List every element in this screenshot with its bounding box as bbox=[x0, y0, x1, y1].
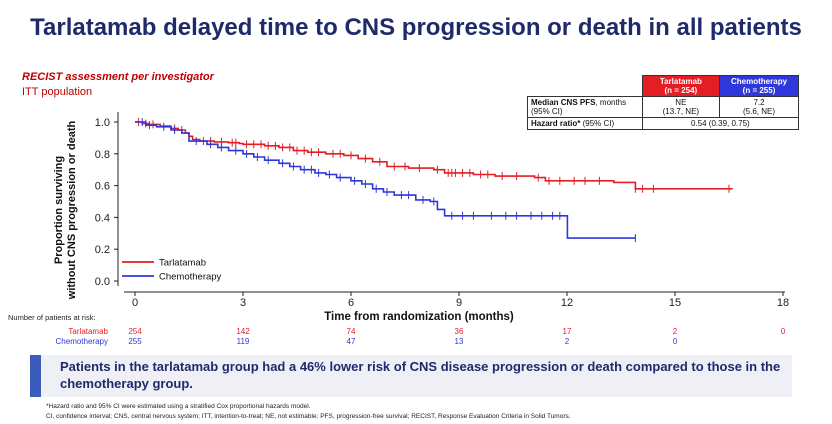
tarlatamab-legend-label: Tarlatamab bbox=[159, 258, 206, 269]
hazard-ratio-sublabel: (95% CI) bbox=[580, 119, 615, 128]
x-tick-label: 12 bbox=[561, 297, 573, 309]
risk-count-tarlatamab: 0 bbox=[781, 327, 786, 336]
risk-count-tarlatamab: 2 bbox=[673, 327, 678, 336]
x-tick-label: 9 bbox=[456, 297, 462, 309]
x-axis-label: Time from randomization (months) bbox=[324, 311, 514, 323]
risk-count-chemotherapy: 255 bbox=[128, 337, 142, 346]
banner-text: Patients in the tarlatamab group had a 4… bbox=[60, 359, 781, 391]
risk-count-tarlatamab: 74 bbox=[347, 327, 356, 336]
median-pfs-unit: , months bbox=[595, 98, 627, 107]
x-tick-label: 15 bbox=[669, 297, 681, 309]
y-axis-label: Proportion surviving bbox=[53, 156, 65, 264]
conclusion-banner: Patients in the tarlatamab group had a 4… bbox=[30, 355, 792, 397]
risk-count-chemotherapy: 13 bbox=[455, 337, 464, 346]
population-subtitle: ITT population bbox=[22, 86, 93, 98]
footnote-hazard: *Hazard ratio and 95% CI were estimated … bbox=[46, 403, 311, 410]
chemotherapy-header-name: Chemotherapy bbox=[731, 77, 788, 86]
x-tick-label: 6 bbox=[348, 297, 354, 309]
chemotherapy-median: 7.2 bbox=[753, 98, 765, 107]
y-axis-label: without CNS progression or death bbox=[66, 120, 78, 300]
risk-label-chemotherapy: Chemotherapy bbox=[56, 337, 108, 346]
stats-table: Tarlatamab (n = 254) Chemotherapy (n = 2… bbox=[527, 75, 800, 130]
risk-count-tarlatamab: 17 bbox=[563, 327, 572, 336]
chemotherapy-legend-label: Chemotherapy bbox=[159, 272, 222, 283]
tarlatamab-header: Tarlatamab (n = 254) bbox=[641, 75, 721, 97]
risk-count-tarlatamab: 142 bbox=[236, 327, 250, 336]
y-tick-label: 0.8 bbox=[95, 149, 110, 161]
y-tick-label: 0.4 bbox=[95, 212, 110, 224]
chemotherapy-curve bbox=[135, 121, 636, 239]
risk-table-header: Number of patients at risk: bbox=[8, 313, 96, 322]
chemotherapy-median-ci: (5.6, NE) bbox=[743, 107, 776, 116]
banner-accent bbox=[30, 355, 41, 397]
risk-count-tarlatamab: 254 bbox=[128, 327, 142, 336]
risk-count-chemotherapy: 119 bbox=[237, 337, 250, 346]
chemotherapy-header-n: (n = 255) bbox=[742, 86, 776, 95]
median-pfs-sublabel: (95% CI) bbox=[531, 107, 563, 116]
risk-label-tarlatamab: Tarlatamab bbox=[68, 327, 108, 336]
y-tick-label: 1.0 bbox=[95, 117, 110, 129]
risk-count-chemotherapy: 47 bbox=[347, 337, 356, 346]
tarlatamab-header-n: (n = 254) bbox=[664, 86, 698, 95]
risk-count-chemotherapy: 2 bbox=[565, 337, 570, 346]
y-tick-label: 0.6 bbox=[95, 181, 110, 193]
footnote-abbreviations: CI, confidence interval; CNS, central ne… bbox=[46, 413, 571, 420]
risk-count-chemotherapy: 0 bbox=[673, 337, 678, 346]
page-title: Tarlatamab delayed time to CNS progressi… bbox=[30, 14, 802, 41]
x-tick-label: 18 bbox=[777, 297, 789, 309]
x-tick-label: 0 bbox=[132, 297, 138, 309]
x-tick-label: 3 bbox=[240, 297, 246, 309]
y-tick-label: 0.0 bbox=[95, 276, 110, 288]
y-tick-label: 0.2 bbox=[95, 244, 110, 256]
tarlatamab-median-ci: (13.7, NE) bbox=[662, 107, 700, 116]
hazard-ratio-value: 0.54 (0.39, 0.75) bbox=[641, 117, 800, 130]
assessment-subtitle: RECIST assessment per investigator bbox=[22, 71, 214, 83]
median-pfs-label: Median CNS PFS bbox=[531, 98, 596, 107]
chemotherapy-header: Chemotherapy (n = 255) bbox=[719, 75, 799, 97]
tarlatamab-median: NE bbox=[675, 98, 687, 107]
risk-count-tarlatamab: 36 bbox=[455, 327, 464, 336]
tarlatamab-header-name: Tarlatamab bbox=[659, 77, 702, 86]
tarlatamab-curve bbox=[135, 121, 733, 190]
hazard-ratio-label: Hazard ratio* bbox=[531, 119, 581, 128]
